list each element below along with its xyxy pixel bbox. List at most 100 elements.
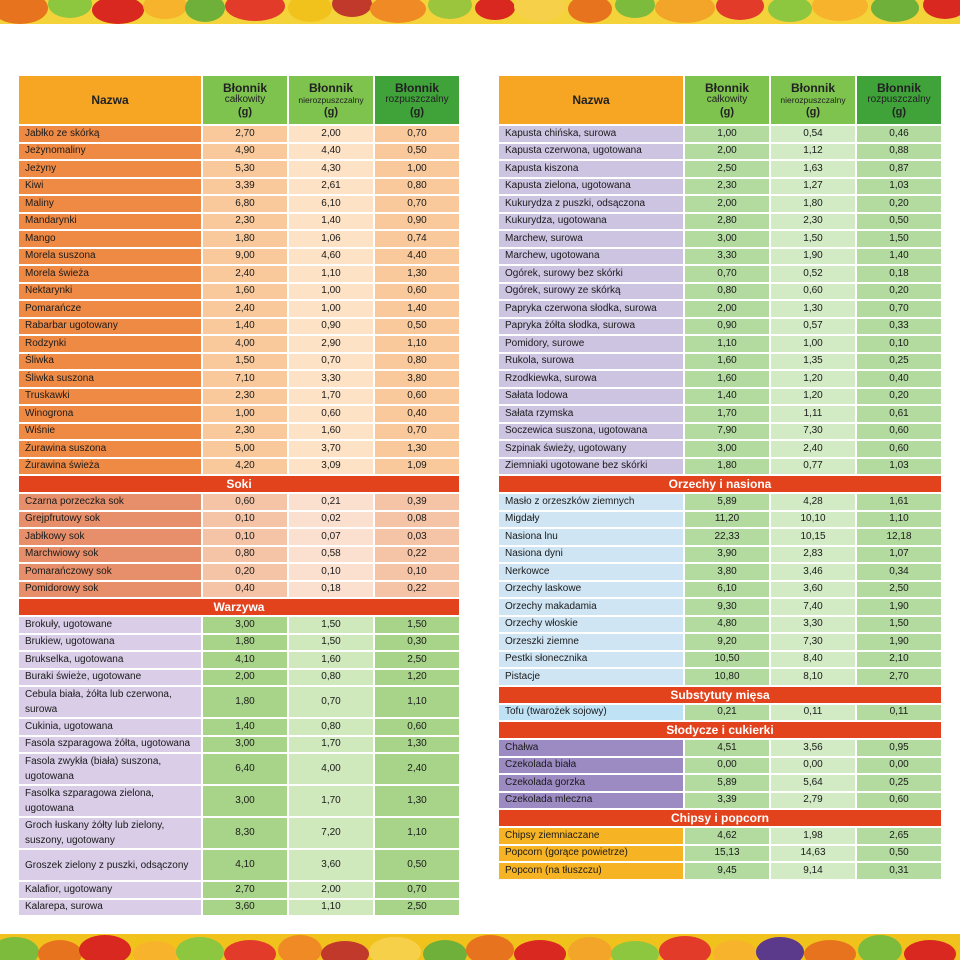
insoluble-fiber-cell: 1,30 (771, 301, 855, 317)
food-name-cell: Marchew, surowa (499, 231, 683, 247)
table-row: Soczewica suszona, ugotowana 7,90 7,30 0,60 (499, 423, 941, 439)
soluble-fiber-cell: 0,18 (857, 266, 941, 282)
soluble-fiber-cell: 0,03 (375, 529, 459, 545)
food-name-cell: Fasola szparagowa żółta, ugotowana (19, 736, 201, 752)
food-name-cell: Masło z orzeszków ziemnych (499, 494, 683, 510)
table-row: Jabłkowy sok 0,10 0,07 0,03 (19, 529, 459, 545)
table-row: Truskawki 2,30 1,70 0,60 (19, 388, 459, 404)
insoluble-fiber-cell: 2,40 (771, 441, 855, 457)
insoluble-fiber-cell: 3,60 (771, 581, 855, 597)
soluble-fiber-cell: 0,60 (375, 283, 459, 299)
table-row: Papryka żółta słodka, surowa 0,90 0,57 0,33 (499, 318, 941, 334)
total-fiber-cell: 4,62 (685, 828, 769, 844)
food-name-cell: Wiśnie (19, 423, 201, 439)
total-fiber-cell: 9,20 (685, 634, 769, 650)
insoluble-fiber-cell: 2,00 (289, 126, 373, 142)
total-fiber-cell: 3,00 (203, 736, 287, 752)
insoluble-fiber-cell: 0,58 (289, 546, 373, 562)
total-fiber-cell: 4,00 (203, 336, 287, 352)
insoluble-fiber-cell: 1,70 (289, 388, 373, 404)
soluble-fiber-cell: 0,95 (857, 740, 941, 756)
food-name-cell: Truskawki (19, 388, 201, 404)
insoluble-fiber-cell: 1,50 (289, 617, 373, 633)
total-fiber-cell: 1,00 (203, 406, 287, 422)
total-fiber-cell: 4,10 (203, 850, 287, 880)
soluble-fiber-cell: 0,34 (857, 564, 941, 580)
table-row: Wiśnie 2,30 1,60 0,70 (19, 423, 459, 439)
insoluble-fiber-cell: 1,70 (289, 736, 373, 752)
total-fiber-cell: 2,50 (685, 161, 769, 177)
total-fiber-cell: 5,89 (685, 494, 769, 510)
table-row: Kukurydza z puszki, odsączona 2,00 1,80 0,2… (499, 196, 941, 212)
total-fiber-cell: 10,80 (685, 669, 769, 685)
soluble-fiber-cell: 0,40 (857, 371, 941, 387)
insoluble-fiber-cell: 0,80 (289, 719, 373, 735)
food-name-cell: Jeżyny (19, 161, 201, 177)
section-header: Orzechy i nasiona (499, 476, 941, 492)
food-name-cell: Żurawina świeża (19, 458, 201, 474)
total-fiber-cell: 1,80 (203, 687, 287, 717)
table-row: Rzodkiewka, surowa 1,60 1,20 0,40 (499, 371, 941, 387)
food-name-cell: Cebula biała, żółta lub czerwona, surowa (19, 687, 201, 717)
table-row: Chałwa 4,51 3,56 0,95 (499, 740, 941, 756)
soluble-fiber-cell: 0,11 (857, 704, 941, 720)
food-name-cell: Morela suszona (19, 248, 201, 264)
soluble-fiber-cell: 2,50 (857, 581, 941, 597)
table-row: Żurawina suszona 5,00 3,70 1,30 (19, 441, 459, 457)
table-row: Grejpfrutowy sok 0,10 0,02 0,08 (19, 511, 459, 527)
insoluble-fiber-cell: 2,90 (289, 336, 373, 352)
total-fiber-cell: 5,00 (203, 441, 287, 457)
food-name-cell: Maliny (19, 196, 201, 212)
table-row: Maliny 6,80 6,10 0,70 (19, 196, 459, 212)
insoluble-fiber-cell: 4,00 (289, 754, 373, 784)
table-row: Chipsy ziemniaczane 4,62 1,98 2,65 (499, 828, 941, 844)
total-fiber-cell: 2,30 (203, 388, 287, 404)
table-row: Śliwka 1,50 0,70 0,80 (19, 353, 459, 369)
total-fiber-cell: 3,39 (203, 178, 287, 194)
insoluble-fiber-cell: 3,46 (771, 564, 855, 580)
total-fiber-cell: 1,10 (685, 336, 769, 352)
total-fiber-cell: 2,40 (203, 301, 287, 317)
soluble-fiber-cell: 0,00 (857, 757, 941, 773)
food-name-cell: Tofu (twarożek sojowy) (499, 704, 683, 720)
total-fiber-cell: 1,80 (203, 634, 287, 650)
soluble-fiber-cell: 0,20 (857, 283, 941, 299)
soluble-fiber-cell: 0,87 (857, 161, 941, 177)
insoluble-fiber-cell: 1,60 (289, 652, 373, 668)
total-fiber-cell: 1,00 (685, 126, 769, 142)
insoluble-fiber-cell: 0,54 (771, 126, 855, 142)
soluble-fiber-cell: 0,40 (375, 406, 459, 422)
food-name-cell: Migdały (499, 511, 683, 527)
table-row: Brokuły, ugotowane 3,00 1,50 1,50 (19, 617, 459, 633)
table-row: Popcorn (gorące powietrze) 15,13 14,63 0,50 (499, 845, 941, 861)
soluble-fiber-cell: 0,20 (857, 388, 941, 404)
table-row: Czekolada gorzka 5,89 5,64 0,25 (499, 775, 941, 791)
soluble-fiber-cell: 1,90 (857, 634, 941, 650)
table-row: Szpinak świeży, ugotowany 3,00 2,40 0,60 (499, 441, 941, 457)
food-name-cell: Papryka żółta słodka, surowa (499, 318, 683, 334)
soluble-fiber-cell: 1,30 (375, 266, 459, 282)
total-fiber-cell: 2,00 (685, 196, 769, 212)
insoluble-fiber-cell: 7,20 (289, 818, 373, 848)
table-row: Żurawina świeża 4,20 3,09 1,09 (19, 458, 459, 474)
total-fiber-cell: 0,70 (685, 266, 769, 282)
total-fiber-cell: 2,00 (685, 301, 769, 317)
food-name-cell: Papryka czerwona słodka, surowa (499, 301, 683, 317)
vegetable-border-icon (0, 934, 960, 960)
soluble-fiber-cell: 0,70 (857, 301, 941, 317)
column-header-soluble: Błonnik rozpuszczalny (g) (857, 76, 941, 124)
insoluble-fiber-cell: 0,70 (289, 687, 373, 717)
food-name-cell: Kukurydza, ugotowana (499, 213, 683, 229)
total-fiber-cell: 0,40 (203, 581, 287, 597)
table-row: Orzechy makadamia 9,30 7,40 1,90 (499, 599, 941, 615)
food-name-cell: Brukselka, ugotowana (19, 652, 201, 668)
food-name-cell: Mango (19, 231, 201, 247)
total-fiber-cell: 3,00 (685, 231, 769, 247)
soluble-fiber-cell: 0,31 (857, 863, 941, 879)
soluble-fiber-cell: 1,10 (375, 336, 459, 352)
food-name-cell: Groszek zielony z puszki, odsączony (19, 850, 201, 880)
soluble-fiber-cell: 0,30 (375, 634, 459, 650)
total-fiber-cell: 0,20 (203, 564, 287, 580)
table-row: Rodzynki 4,00 2,90 1,10 (19, 336, 459, 352)
vegetable-border-bottom (0, 934, 960, 960)
